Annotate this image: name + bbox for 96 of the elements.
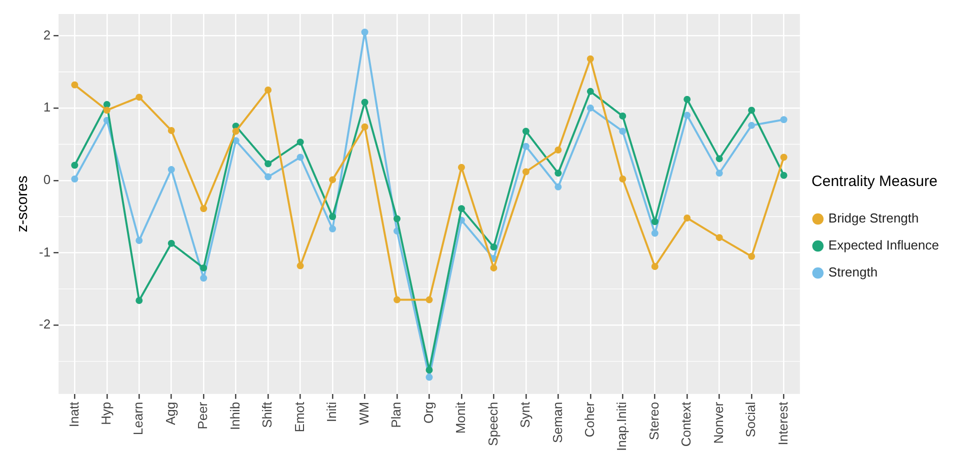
x-tick-label: Coher <box>582 401 597 438</box>
point <box>329 213 336 220</box>
point <box>458 164 465 171</box>
x-tick-label: Shift <box>260 401 275 428</box>
point <box>168 126 175 134</box>
x-tick-label: Nonver <box>710 401 726 444</box>
x-tick-label: Speech <box>485 402 500 446</box>
point <box>394 215 401 222</box>
point <box>716 234 723 242</box>
y-tick-label: 0 <box>43 172 51 187</box>
point <box>458 205 465 212</box>
legend-title: Centrality Measure <box>812 173 938 190</box>
point <box>168 240 175 247</box>
point <box>651 218 658 226</box>
point <box>748 122 756 129</box>
point <box>264 86 272 94</box>
point <box>684 112 691 119</box>
x-tick-label: Monit <box>453 401 468 434</box>
point <box>361 28 368 36</box>
point <box>71 175 78 182</box>
y-tick-label: 2 <box>43 27 51 42</box>
point <box>296 154 304 161</box>
point <box>264 173 272 180</box>
point <box>264 160 272 168</box>
point <box>586 55 594 62</box>
point <box>361 123 368 130</box>
point <box>296 138 304 146</box>
point <box>554 146 562 154</box>
point <box>71 81 78 88</box>
y-axis-title: z-scores <box>14 176 32 232</box>
y-tick-label: 1 <box>43 100 51 115</box>
point <box>490 264 498 272</box>
point <box>554 170 562 177</box>
point <box>716 155 723 162</box>
point <box>136 297 143 304</box>
x-tick-label: Plan <box>388 402 404 428</box>
x-tick-label: Peer <box>195 401 210 430</box>
x-tick-label: Learn <box>130 402 146 436</box>
point <box>329 176 336 184</box>
x-tick-label: Stereo <box>646 402 662 440</box>
x-tick-label: Org <box>420 402 436 424</box>
x-tick-label: WM <box>356 402 372 425</box>
point <box>586 104 594 112</box>
point <box>684 214 691 222</box>
point <box>426 296 433 304</box>
legend-label: Strength <box>828 264 878 280</box>
point <box>619 175 626 182</box>
x-tick-label: Agg <box>162 402 178 425</box>
legend-label: Bridge Strength <box>828 210 919 226</box>
point <box>748 106 756 114</box>
point <box>780 116 788 124</box>
point <box>200 264 208 272</box>
x-tick-label: Seman <box>550 402 565 444</box>
point <box>651 263 658 270</box>
point <box>168 166 175 174</box>
x-tick-label: Inap.Initi <box>614 402 630 452</box>
point <box>361 98 368 106</box>
y-tick-label: -2 <box>38 316 51 332</box>
x-tick-label: Context <box>678 401 694 447</box>
point <box>71 162 78 169</box>
point <box>103 100 110 108</box>
x-tick-label: Emot <box>292 401 307 432</box>
point <box>684 96 691 103</box>
point <box>394 296 401 304</box>
point <box>232 128 240 135</box>
point <box>426 374 433 381</box>
point <box>136 94 143 101</box>
point <box>554 183 562 190</box>
point <box>200 205 208 212</box>
x-tick-label: Synt <box>518 401 533 428</box>
x-tick-label: Inatt <box>66 401 82 428</box>
point <box>780 154 788 161</box>
point <box>490 243 498 250</box>
point <box>716 170 723 177</box>
point <box>522 128 530 135</box>
point <box>619 112 626 120</box>
point <box>522 168 530 176</box>
x-tick-label: Initi <box>324 402 340 422</box>
point <box>426 366 433 374</box>
point <box>200 274 208 282</box>
point <box>136 236 143 244</box>
point <box>296 262 304 270</box>
point <box>103 106 110 114</box>
point <box>651 230 658 237</box>
y-tick-label: -1 <box>38 244 51 260</box>
point <box>619 128 626 135</box>
x-tick-label: Inhib <box>227 402 242 430</box>
point <box>748 252 756 260</box>
point <box>586 88 594 95</box>
x-tick-label: Hyp <box>98 402 114 425</box>
legend-label: Expected Influence <box>828 238 939 253</box>
point <box>329 225 336 232</box>
point <box>780 172 788 179</box>
x-tick-label: Interest <box>775 401 790 446</box>
point <box>522 142 530 150</box>
x-tick-label: Social <box>743 402 758 438</box>
